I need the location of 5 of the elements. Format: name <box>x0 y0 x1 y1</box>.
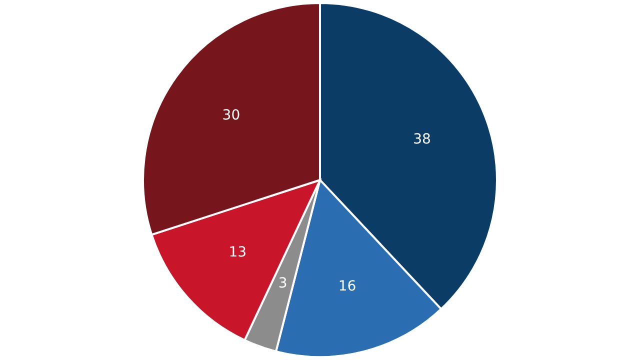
data-label: 3 <box>278 275 288 292</box>
data-label: 13 <box>228 244 247 261</box>
data-label: 30 <box>222 107 240 124</box>
data-label: 38 <box>413 132 431 148</box>
data-label: 16 <box>338 278 356 294</box>
